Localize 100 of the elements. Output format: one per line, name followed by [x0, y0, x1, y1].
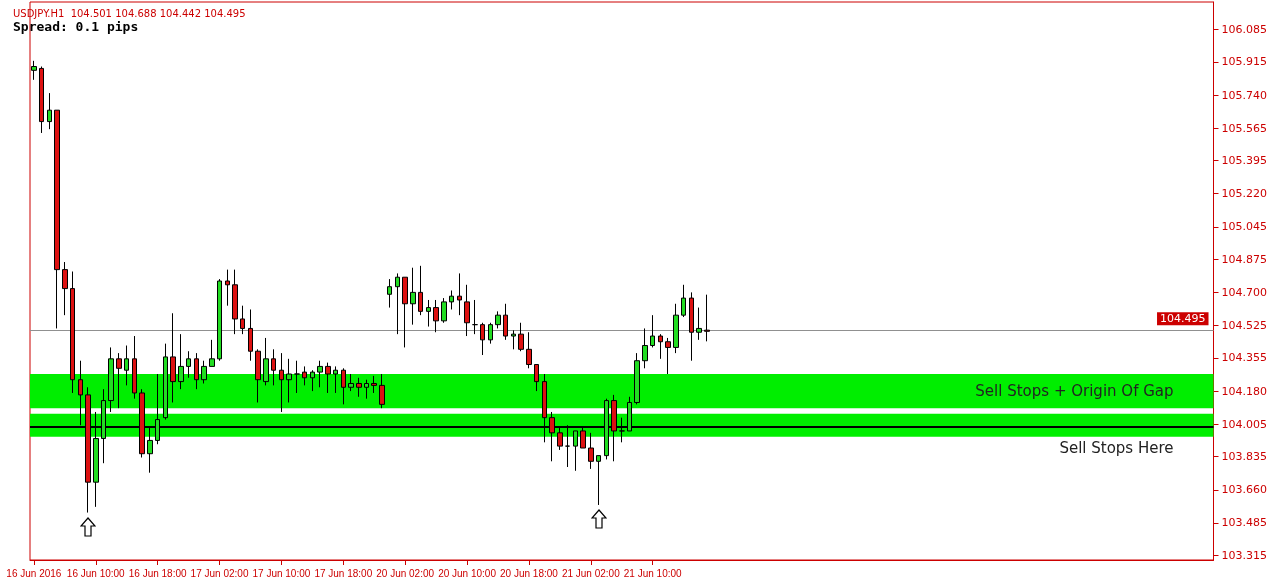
y-tick-label: 103.835: [1221, 450, 1268, 464]
candlestick: [495, 310, 501, 329]
y-tick-label: 105.045: [1221, 220, 1268, 234]
candlestick: [511, 329, 516, 350]
candlestick: [163, 343, 168, 421]
candlestick: [310, 369, 315, 392]
candlestick: [263, 337, 269, 386]
candlestick: [689, 291, 694, 362]
y-tick-label: 106.085: [1221, 23, 1268, 37]
y-tick-label: 104.525: [1221, 319, 1268, 333]
ref-line-label: 104.495: [1160, 312, 1206, 326]
candlestick: [642, 327, 648, 369]
candlestick: [518, 322, 524, 352]
candlestick: [186, 350, 191, 379]
candlestick: [441, 297, 447, 324]
candlestick: [54, 109, 60, 329]
candlestick: [333, 365, 338, 394]
candlestick: [371, 375, 377, 394]
candlestick: [271, 348, 276, 386]
candlestick: [681, 284, 686, 318]
candlestick: [526, 331, 532, 369]
y-tick-label: 103.660: [1221, 483, 1268, 497]
y-tick-label: 105.565: [1221, 121, 1268, 135]
candlestick: [341, 367, 346, 405]
candlestick: [62, 261, 68, 316]
y-tick-label: 104.875: [1221, 252, 1268, 266]
candlestick: [457, 272, 462, 316]
candlestick: [124, 345, 129, 386]
candlestick: [665, 337, 671, 375]
candlestick: [503, 303, 508, 341]
candlestick: [286, 358, 292, 403]
x-tick-label: 21 Jun 10:00: [623, 567, 683, 579]
candlestick: [225, 269, 230, 307]
candlestick: [658, 333, 663, 360]
candlestick: [255, 348, 261, 403]
candlestick: [364, 379, 369, 400]
candlestick: [317, 360, 323, 388]
y-tick-label: 104.005: [1221, 417, 1268, 431]
candlestick: [433, 299, 439, 333]
candlestick: [449, 289, 454, 310]
candlestick: [39, 66, 44, 134]
x-tick-label: 20 Jun 18:00: [500, 567, 559, 579]
band-label: Sell Stops Here: [1059, 439, 1174, 458]
candlestick: [356, 377, 362, 398]
y-tick-label: 105.740: [1221, 88, 1268, 102]
candlestick: [194, 352, 199, 390]
x-tick-label: 20 Jun 02:00: [376, 567, 435, 579]
candlestick: [696, 307, 702, 341]
candlestick: [201, 360, 207, 384]
candlestick: [31, 60, 37, 81]
candlestick: [488, 322, 493, 345]
x-tick-label: 16 Jun 18:00: [128, 567, 187, 579]
candlestick: [588, 432, 594, 470]
candlestick: [47, 92, 52, 130]
candlestick: [325, 362, 331, 394]
candlestick: [178, 333, 184, 390]
candlestick: [464, 284, 470, 337]
candlestick: [279, 352, 284, 413]
candlestick: [534, 364, 539, 392]
y-tick-label: 103.485: [1221, 516, 1268, 530]
y-tick-label: 105.915: [1221, 55, 1268, 69]
x-tick-label: 20 Jun 10:00: [438, 567, 497, 579]
candlestick: [248, 308, 253, 362]
x-tick-label: 16 Jun 10:00: [66, 567, 126, 579]
y-tick-label: 104.355: [1221, 351, 1268, 365]
candlestick: [426, 299, 431, 328]
y-tick-label: 103.315: [1221, 548, 1268, 562]
x-tick-label: 17 Jun 02:00: [190, 567, 249, 579]
candlestick: [650, 314, 655, 348]
y-tick-label: 105.220: [1221, 187, 1268, 201]
candlestick: [209, 339, 215, 367]
text: USDJPY.H1 104.501 104.688 104.442 104.495: [13, 7, 246, 19]
candlestick: [410, 267, 416, 326]
candlestick: [348, 373, 354, 392]
candlestick: [704, 294, 710, 342]
y-tick-label: 105.395: [1221, 153, 1268, 167]
x-tick-label: 17 Jun 10:00: [252, 567, 311, 579]
candlestick: [634, 352, 640, 405]
x-tick-label: 17 Jun 18:00: [314, 567, 373, 579]
text: Spread: 0.1 pips: [13, 19, 139, 34]
candlestick: [108, 346, 114, 413]
band-label: Sell Stops + Origin Of Gap: [975, 382, 1174, 401]
candlestick: [132, 335, 137, 400]
y-tick-label: 104.700: [1221, 285, 1268, 299]
x-tick-label: 21 Jun 02:00: [561, 567, 621, 579]
candlestick: [170, 312, 176, 403]
candlestick: [70, 271, 75, 394]
candlestick: [573, 430, 578, 472]
x-tick-label: 16 Jun 2016: [6, 567, 62, 579]
candlestick: [232, 269, 238, 335]
candlestick: [379, 373, 385, 409]
candlestick: [302, 365, 307, 386]
candlestick: [116, 352, 122, 409]
y-tick-label: 104.180: [1221, 384, 1268, 398]
candlestick: [402, 276, 408, 348]
candlestick: [418, 265, 423, 316]
candlestick: [217, 278, 222, 362]
candlestick: [472, 299, 478, 335]
candlestick: [395, 272, 400, 335]
candlestick: [387, 278, 392, 309]
